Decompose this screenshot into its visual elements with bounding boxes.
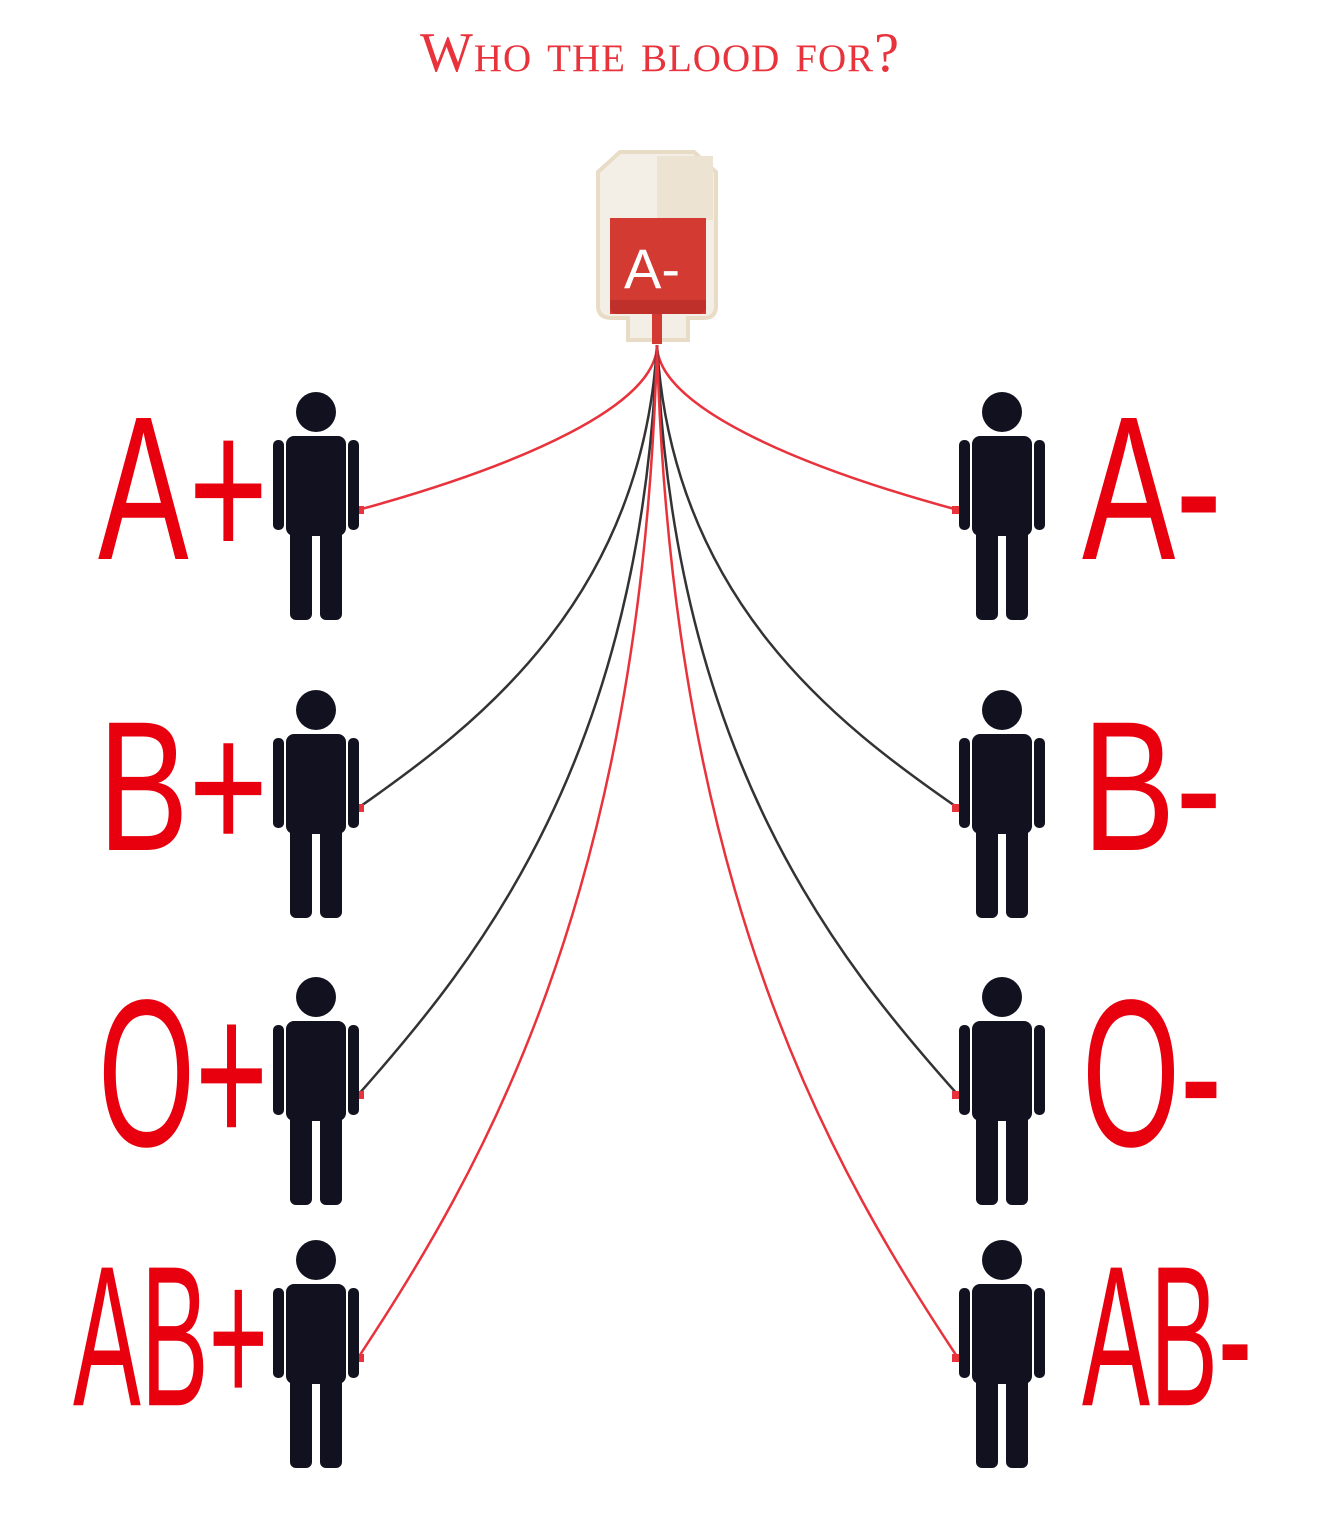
person-arm-right (348, 1288, 359, 1378)
connection-line-abpos (356, 344, 659, 1359)
blood-bag-icon: A- (596, 150, 718, 344)
person-head (296, 392, 336, 432)
person-leg-left (976, 818, 998, 918)
recipients (273, 392, 1045, 1468)
person-arm-left (959, 440, 970, 530)
person-torso (972, 1284, 1032, 1384)
person-icon (273, 1240, 359, 1468)
person-leg-right (1006, 1105, 1028, 1205)
person-leg-left (290, 1105, 312, 1205)
person-leg-left (290, 520, 312, 620)
person-torso (286, 1284, 346, 1384)
line-connector (952, 1091, 964, 1099)
person-leg-right (1006, 1368, 1028, 1468)
person-arm-right (348, 1025, 359, 1115)
person-arm-right (1034, 738, 1045, 828)
person-head (296, 977, 336, 1017)
connection-line-aneg (655, 344, 959, 512)
person-arm-right (1034, 440, 1045, 530)
person-arm-right (1034, 1288, 1045, 1378)
person-icon (959, 690, 1045, 918)
person-head (982, 392, 1022, 432)
person-leg-right (320, 520, 342, 620)
recipient-label: B- (1082, 684, 1222, 890)
recipient-label: A- (1082, 374, 1222, 603)
person-arm-right (348, 440, 359, 530)
person-icon (273, 392, 359, 620)
connection-line-bpos (357, 344, 659, 810)
person-icon (273, 977, 359, 1205)
person-head (982, 977, 1022, 1017)
person-head (982, 690, 1022, 730)
person-head (296, 1240, 336, 1280)
person-arm-left (273, 1288, 284, 1378)
person-torso (286, 436, 346, 536)
connection-line-opos (357, 344, 659, 1096)
recipient-label: O+ (98, 956, 268, 1191)
recipient-label: B+ (98, 684, 268, 890)
blood-bag-shade (657, 156, 713, 220)
donor-blood-type: A- (624, 237, 680, 300)
person-icon (273, 690, 359, 918)
recipient-label: O- (1082, 956, 1222, 1191)
person-leg-right (320, 1105, 342, 1205)
line-connector (952, 1354, 964, 1362)
person-leg-left (290, 1368, 312, 1468)
recipient-label: A+ (98, 374, 268, 603)
person-leg-left (976, 1105, 998, 1205)
recipient-label: AB+ (73, 1225, 268, 1448)
person-head (296, 690, 336, 730)
person-arm-left (959, 1025, 970, 1115)
person-icon (959, 977, 1045, 1205)
person-arm-left (959, 1288, 970, 1378)
person-arm-right (348, 738, 359, 828)
person-leg-left (290, 818, 312, 918)
line-connector (952, 506, 964, 514)
person-leg-right (320, 1368, 342, 1468)
blood-bag-fill (610, 218, 706, 314)
blood-bag-tube (652, 314, 662, 344)
recipient-label: AB- (1082, 1225, 1252, 1448)
person-arm-left (959, 738, 970, 828)
connection-line-oneg (655, 344, 959, 1096)
person-torso (286, 734, 346, 834)
page-title: Who the blood for? (419, 22, 901, 84)
line-connector (952, 804, 964, 812)
person-leg-right (320, 818, 342, 918)
recipient-labels: A+ B+ O+ AB+ A- B- O- AB- (73, 374, 1252, 1448)
person-icon (959, 392, 1045, 620)
person-icon (959, 1240, 1045, 1468)
connection-lines (352, 344, 964, 1362)
person-leg-left (976, 520, 998, 620)
person-torso (286, 1021, 346, 1121)
connection-line-apos (357, 344, 659, 512)
person-torso (972, 1021, 1032, 1121)
person-arm-right (1034, 1025, 1045, 1115)
person-arm-left (273, 1025, 284, 1115)
person-leg-right (1006, 520, 1028, 620)
person-arm-left (273, 440, 284, 530)
person-torso (972, 734, 1032, 834)
person-arm-left (273, 738, 284, 828)
person-torso (972, 436, 1032, 536)
connection-line-abneg (655, 344, 960, 1359)
person-leg-right (1006, 818, 1028, 918)
connection-line-bneg (655, 344, 959, 810)
person-head (982, 1240, 1022, 1280)
person-leg-left (976, 1368, 998, 1468)
blood-bag-fill-corner (610, 300, 706, 314)
